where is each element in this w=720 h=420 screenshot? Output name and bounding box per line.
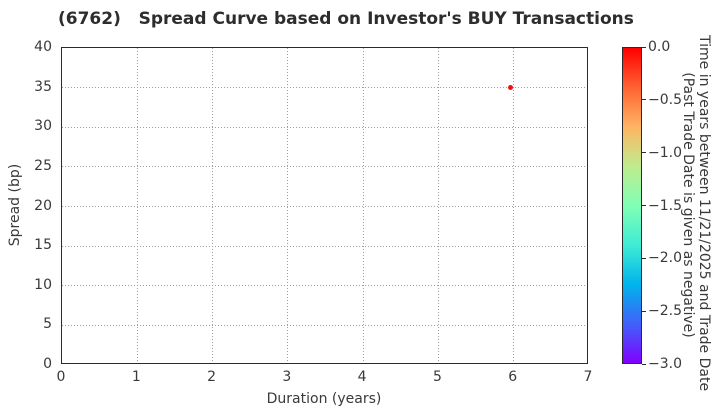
plot-area xyxy=(61,47,588,364)
horizontal-gridline xyxy=(62,285,587,287)
horizontal-gridline xyxy=(62,87,587,89)
colorbar-tick-mark xyxy=(642,205,646,206)
y-tick-label: 25 xyxy=(34,157,52,174)
colorbar-tick-label: −0.5 xyxy=(648,91,682,108)
y-tick-label: 35 xyxy=(34,78,52,95)
horizontal-gridline xyxy=(62,324,587,326)
horizontal-gridline xyxy=(62,245,587,247)
colorbar-tick-label: −2.5 xyxy=(648,303,682,320)
vertical-gridline xyxy=(212,48,214,363)
colorbar-tick-mark xyxy=(642,99,646,101)
colorbar-tick-mark xyxy=(642,257,646,259)
y-tick-label: 0 xyxy=(43,356,52,372)
colorbar-label-line-1: Time in years between 11/21/2025 and Tra… xyxy=(696,35,712,392)
x-tick-label: 4 xyxy=(357,369,367,385)
x-tick-label: 0 xyxy=(56,369,66,385)
x-tick-label: 7 xyxy=(583,369,593,385)
vertical-gridline xyxy=(437,48,439,363)
vertical-gridline xyxy=(136,48,138,363)
horizontal-gridline xyxy=(62,166,587,168)
y-tick-label: 20 xyxy=(34,197,52,214)
colorbar-tick-label: −1.5 xyxy=(648,197,682,214)
x-tick-label: 5 xyxy=(432,369,442,385)
x-axis-label: Duration (years) xyxy=(266,391,382,407)
y-tick-label: 5 xyxy=(43,316,52,333)
colorbar-tick-mark xyxy=(642,363,646,365)
colorbar xyxy=(622,47,642,364)
colorbar-tick-label: −1.0 xyxy=(648,144,682,161)
vertical-gridline xyxy=(287,48,289,363)
x-tick-label: 6 xyxy=(508,369,518,385)
vertical-gridline xyxy=(513,48,515,363)
data-point xyxy=(508,85,514,91)
colorbar-tick-label: −3.0 xyxy=(648,356,682,372)
colorbar-tick-mark xyxy=(642,46,646,48)
vertical-gridline xyxy=(362,48,364,363)
colorbar-tick-mark xyxy=(642,152,646,154)
x-tick-label: 1 xyxy=(131,369,141,385)
x-tick-label: 2 xyxy=(207,369,217,385)
colorbar-tick-label: −2.0 xyxy=(648,250,682,267)
colorbar-tick-mark xyxy=(642,310,646,312)
chart-title: (6762) Spread Curve based on Investor's … xyxy=(58,9,634,29)
horizontal-gridline xyxy=(62,126,587,128)
y-tick-label: 30 xyxy=(34,118,52,135)
horizontal-gridline xyxy=(62,206,587,207)
y-tick-label: 40 xyxy=(34,39,52,55)
colorbar-label-line-2: (Past Trade Date is given as negative) xyxy=(680,72,696,338)
x-tick-label: 3 xyxy=(282,369,292,385)
colorbar-label: Time in years between 11/21/2025 and Tra… xyxy=(680,35,712,392)
y-tick-label: 10 xyxy=(34,276,52,293)
colorbar-tick-label: 0.0 xyxy=(648,39,671,55)
y-tick-label: 15 xyxy=(34,237,52,254)
